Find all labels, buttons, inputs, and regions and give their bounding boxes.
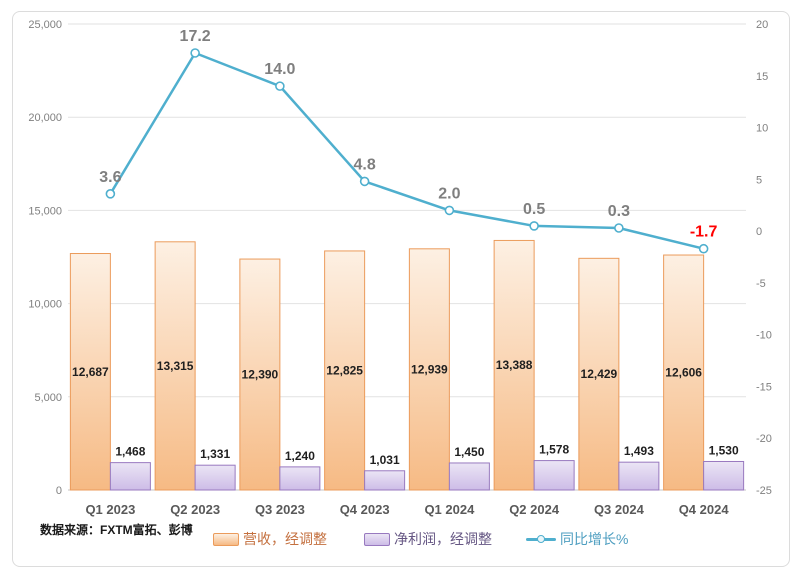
- profit-bar-label: 1,240: [285, 449, 315, 463]
- revenue-bar: [154, 241, 196, 491]
- y-axis-left-tick-label: 10,000: [28, 299, 62, 311]
- profit-bar: [364, 470, 406, 491]
- profit-bar: [109, 462, 151, 491]
- yoy-marker: [105, 189, 116, 199]
- y-axis-right-tick-label: -20: [756, 433, 772, 445]
- y-axis-right-tick-label: 20: [756, 19, 768, 31]
- revenue-bar-label: 12,606: [665, 366, 702, 380]
- profit-bar-label: 1,530: [709, 443, 739, 457]
- profit-bar: [703, 460, 745, 491]
- revenue-bar-label: 13,315: [157, 359, 194, 373]
- profit-bar: [194, 464, 236, 491]
- yoy-line: [109, 51, 705, 250]
- revenue-bar: [69, 253, 111, 491]
- y-axis-right-tick-label: -10: [756, 330, 772, 342]
- x-axis-label: Q3 2023: [255, 502, 305, 517]
- x-axis-label: Q3 2024: [594, 502, 645, 517]
- revenue-bar: [578, 257, 620, 491]
- y-axis-right-tick-label: 0: [756, 226, 762, 238]
- profit-bar-label: 1,578: [539, 443, 569, 457]
- profit-bar-label: 1,331: [200, 447, 230, 461]
- y-axis-right-tick-label: -15: [756, 381, 772, 393]
- y-axis-left-tick-label: 0: [56, 485, 62, 497]
- revenue-bar-label: 12,687: [72, 365, 109, 379]
- yoy-line-label: 14.0: [264, 61, 295, 78]
- profit-bar: [618, 461, 660, 491]
- y-axis-left-tick-label: 15,000: [28, 205, 62, 217]
- x-axis-label: Q2 2023: [170, 502, 220, 517]
- x-axis-label: Q4 2023: [340, 502, 390, 517]
- profit-bar: [448, 462, 490, 491]
- y-axis-right-tick-label: 5: [756, 174, 762, 186]
- profit-bar-label: 1,031: [370, 453, 400, 467]
- yoy-marker: [359, 176, 370, 187]
- y-axis-left-tick-label: 5,000: [34, 392, 62, 404]
- yoy-marker: [444, 205, 455, 216]
- yoy-marker: [698, 243, 709, 254]
- yoy-marker: [275, 81, 285, 91]
- x-axis-label: Q4 2024: [679, 502, 730, 517]
- yoy-line-label: 2.0: [438, 185, 460, 202]
- yoy-line-label: 17.2: [180, 28, 211, 45]
- yoy-marker: [614, 223, 624, 233]
- yoy-line-label: -1.7: [690, 224, 718, 241]
- revenue-bar-label: 12,825: [326, 363, 363, 377]
- profit-bar-label: 1,468: [115, 445, 145, 459]
- y-axis-left-tick-label: 25,000: [28, 19, 62, 31]
- yoy-line-label: 0.5: [523, 201, 545, 218]
- x-axis-label: Q2 2024: [509, 502, 560, 517]
- revenue-bar-label: 12,429: [581, 367, 618, 381]
- yoy-marker: [190, 48, 200, 58]
- y-axis-right-tick-label: -5: [756, 278, 766, 290]
- revenue-bar-label: 12,939: [411, 362, 448, 376]
- x-axis-label: Q1 2024: [424, 502, 475, 517]
- yoy-marker: [529, 221, 539, 231]
- revenue-bar: [493, 239, 535, 491]
- x-axis-label: Q1 2023: [85, 502, 135, 517]
- revenue-bar: [324, 250, 366, 491]
- yoy-line-label: 0.3: [608, 203, 630, 220]
- y-axis-left-tick-label: 20,000: [28, 112, 62, 124]
- revenue-bar-label: 12,390: [242, 368, 279, 382]
- y-axis-right-tick-label: 15: [756, 71, 768, 83]
- profit-bar: [533, 460, 575, 491]
- revenue-bar: [663, 254, 705, 491]
- profit-bar-label: 1,493: [624, 444, 654, 458]
- yoy-line-label: 4.8: [354, 156, 376, 173]
- revenue-bar: [408, 248, 450, 491]
- profit-bar: [279, 466, 321, 491]
- revenue-bar-label: 13,388: [496, 358, 533, 372]
- yoy-line-label: 3.6: [99, 169, 121, 186]
- profit-bar-label: 1,450: [454, 445, 484, 459]
- revenue-bar: [239, 258, 281, 491]
- y-axis-right-tick-label: -25: [756, 485, 772, 497]
- y-axis-right-tick-label: 10: [756, 123, 768, 135]
